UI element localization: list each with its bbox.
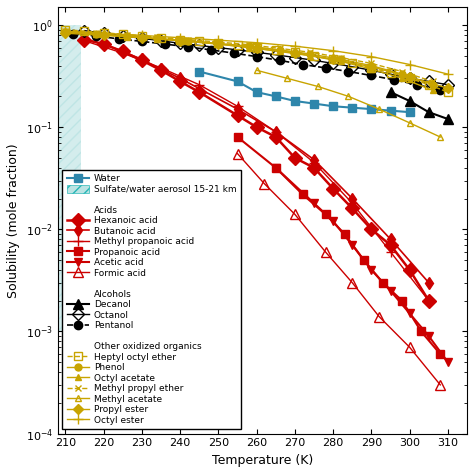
Legend: Water, Sulfate/water aerosol 15-21 km, , Acids, Hexanoic acid, Butanoic acid, Me: Water, Sulfate/water aerosol 15-21 km, ,… — [62, 170, 241, 429]
X-axis label: Temperature (K): Temperature (K) — [212, 454, 313, 467]
Y-axis label: Solubility (mole fraction): Solubility (mole fraction) — [7, 143, 20, 298]
